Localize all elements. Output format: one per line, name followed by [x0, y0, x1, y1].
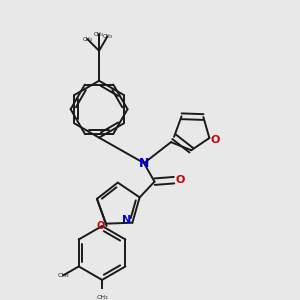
- Text: O: O: [97, 221, 105, 231]
- Text: N: N: [139, 157, 149, 169]
- Text: CH₃: CH₃: [102, 34, 112, 39]
- Text: CH₃: CH₃: [96, 296, 108, 300]
- Text: O: O: [175, 175, 184, 185]
- Text: N: N: [122, 215, 132, 225]
- Text: CH₃: CH₃: [94, 32, 104, 37]
- Text: CH₃: CH₃: [82, 37, 92, 42]
- Text: O: O: [210, 134, 220, 145]
- Text: CH₃: CH₃: [57, 273, 69, 278]
